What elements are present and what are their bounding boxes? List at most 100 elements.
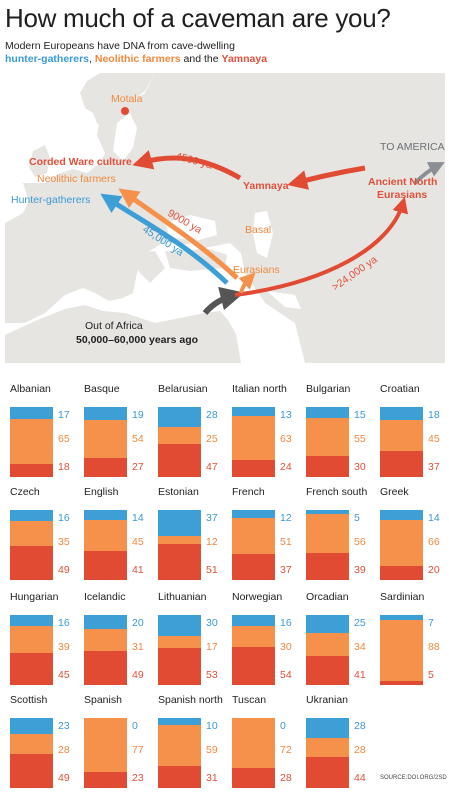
ancestry-bar — [232, 510, 275, 580]
yamnaya-segment — [84, 551, 127, 580]
ancestry-bar — [380, 510, 423, 580]
population-item: Albanian 17 65 18 — [10, 383, 72, 483]
population-item: Norwegian 16 30 54 — [232, 591, 294, 691]
yamnaya-value: 54 — [280, 669, 292, 681]
ancestry-bar — [232, 718, 275, 788]
subtitle-neolithic: Neolithic farmers — [94, 53, 181, 65]
yamnaya-value: 31 — [206, 772, 218, 784]
hunter-gatherer-value: 16 — [58, 617, 70, 629]
neolithic-value: 59 — [206, 744, 218, 756]
neolithic-value: 56 — [354, 536, 366, 548]
yamnaya-value: 41 — [132, 564, 144, 576]
neolithic-segment — [380, 519, 423, 566]
yamnaya-segment — [232, 768, 275, 788]
neolithic-value: 55 — [354, 433, 366, 445]
yamnaya-segment — [232, 647, 275, 685]
hunter-gatherer-value: 30 — [206, 617, 218, 629]
neolithic-segment — [10, 626, 53, 654]
yamnaya-segment — [10, 753, 53, 788]
neolithic-segment — [306, 513, 349, 553]
ancestry-bar — [10, 718, 53, 788]
hunter-gatherer-segment — [380, 407, 423, 420]
neolithic-segment — [10, 521, 53, 546]
neolithic-value: 31 — [132, 641, 144, 653]
population-name: Basque — [84, 383, 120, 395]
hunter-gatherer-value: 12 — [280, 512, 292, 524]
yamnaya-value: 44 — [354, 772, 366, 784]
yamnaya-map-label: Yamnaya — [243, 180, 289, 192]
population-item: Spanish 0 77 23 — [84, 694, 146, 794]
yamnaya-value: 5 — [428, 669, 434, 681]
hunter-gatherer-value: 0 — [132, 720, 138, 732]
yamnaya-value: 49 — [58, 772, 70, 784]
population-name: Croatian — [380, 383, 420, 395]
yamnaya-value: 24 — [280, 461, 292, 473]
to-americas-arrow — [413, 162, 445, 185]
population-name: Icelandic — [84, 591, 126, 603]
population-item: Czech 16 35 49 — [10, 486, 72, 586]
neolithic-segment — [232, 416, 275, 461]
neolithic-segment — [84, 718, 127, 772]
population-item: French 12 51 37 — [232, 486, 294, 586]
yamnaya-segment — [10, 653, 53, 685]
neolithic-value: 77 — [132, 744, 144, 756]
subtitle-line-2: hunter-gatherers, Neolithic farmers and … — [5, 53, 267, 65]
ancestry-bar — [158, 718, 201, 788]
neolithic-value: 28 — [58, 744, 70, 756]
ancestry-bar — [158, 407, 201, 477]
yamnaya-value: 49 — [132, 669, 144, 681]
population-item: Croatian 18 45 37 — [380, 383, 442, 483]
yamnaya-arrow — [287, 165, 366, 190]
ane-arrow — [234, 196, 409, 297]
neolithic-value: 51 — [280, 536, 292, 548]
yamnaya-segment — [232, 460, 275, 477]
yamnaya-value: 41 — [354, 669, 366, 681]
ancestry-bar — [158, 615, 201, 685]
black-sea — [165, 215, 217, 241]
hunter-gatherer-value: 28 — [206, 409, 218, 421]
population-item: Scottish 23 28 49 — [10, 694, 72, 794]
yamnaya-segment — [306, 456, 349, 477]
yamnaya-segment — [306, 552, 349, 580]
population-name: Ukranian — [306, 694, 349, 706]
population-name: Hungarian — [10, 591, 59, 603]
neolithic-segment — [306, 737, 349, 758]
land-greece-balkans — [130, 251, 165, 283]
population-item: Icelandic 20 31 49 — [84, 591, 146, 691]
ane-label-1: Ancient North — [368, 176, 437, 188]
population-item: French south 5 56 39 — [306, 486, 368, 586]
yamnaya-segment — [380, 565, 423, 580]
yamnaya-segment — [158, 444, 201, 477]
hunter-gatherer-segment — [232, 615, 275, 627]
ancestry-bar — [10, 407, 53, 477]
hunter-gatherer-segment — [10, 615, 53, 627]
hunter-gatherer-segment — [158, 407, 201, 427]
yamnaya-segment — [380, 681, 423, 685]
yamnaya-value: 37 — [280, 564, 292, 576]
hunter-gatherer-segment — [158, 510, 201, 536]
hunter-gatherer-segment — [380, 615, 423, 620]
neolithic-value: 17 — [206, 641, 218, 653]
hunter-gatherer-segment — [232, 407, 275, 417]
page-title: How much of a caveman are you? — [5, 3, 391, 33]
ane-label-2: Eurasians — [377, 189, 427, 201]
baltic-sea — [113, 113, 137, 161]
yamnaya-value: 28 — [280, 772, 292, 784]
neolithic-value: 25 — [206, 433, 218, 445]
corded-ware-arrow — [132, 150, 242, 181]
population-name: Tuscan — [232, 694, 267, 706]
population-item: Estonian 37 12 51 — [158, 486, 220, 586]
population-item: Orcadian 25 34 41 — [306, 591, 368, 691]
hunter-gatherer-segment — [158, 615, 201, 636]
yamnaya-value: 20 — [428, 564, 440, 576]
basal-arrow — [238, 272, 256, 294]
neolithic-segment — [84, 519, 127, 552]
hunter-gatherer-segment — [10, 407, 53, 419]
to-americas-label: TO AMERICAS — [380, 141, 445, 153]
hunter-gatherer-value: 23 — [58, 720, 70, 732]
population-item: English 14 45 41 — [84, 486, 146, 586]
yamnaya-segment — [84, 771, 127, 788]
population-name: Lithuanian — [158, 591, 207, 603]
hunter-gatherer-segment — [306, 615, 349, 633]
persian-gulf — [267, 291, 301, 309]
